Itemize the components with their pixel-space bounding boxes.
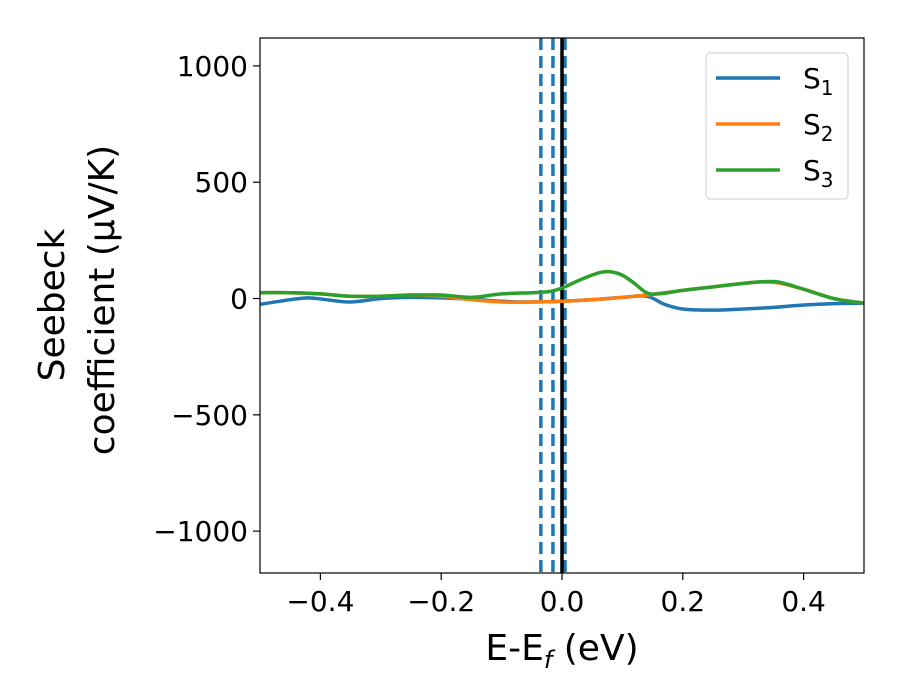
series-line-s3	[260, 269, 864, 305]
x-tick-label: 0.4	[781, 585, 826, 618]
y-axis-label-line2: coefficient (μV/K)	[82, 145, 123, 455]
y-axis-label-line1: Seebeck	[32, 228, 73, 381]
reference-lines	[539, 38, 567, 573]
y-axis: 1000 500 0 −500 −1000	[153, 50, 260, 548]
y-tick-label: 1000	[177, 50, 248, 83]
x-tick-label: 0.0	[540, 585, 585, 618]
legend: S1 S2 S3	[705, 52, 849, 200]
legend-label-3: S3	[803, 154, 834, 192]
y-tick-label: −1000	[153, 515, 248, 548]
series-lines	[260, 269, 864, 312]
x-tick-label: −0.4	[286, 585, 354, 618]
y-tick-label: −500	[171, 399, 248, 432]
legend-box	[705, 52, 849, 200]
legend-label-2: S2	[803, 108, 834, 146]
y-tick-label: 0	[230, 283, 248, 316]
plot-area	[260, 38, 864, 573]
y-tick-label: 500	[195, 166, 248, 199]
x-tick-label: −0.2	[407, 585, 475, 618]
legend-label-1: S1	[803, 62, 834, 100]
x-tick-label: 0.2	[661, 585, 706, 618]
x-axis-label: E-Ef (eV)	[485, 628, 638, 674]
x-axis: −0.4 −0.2 0.0 0.2 0.4	[286, 573, 826, 618]
